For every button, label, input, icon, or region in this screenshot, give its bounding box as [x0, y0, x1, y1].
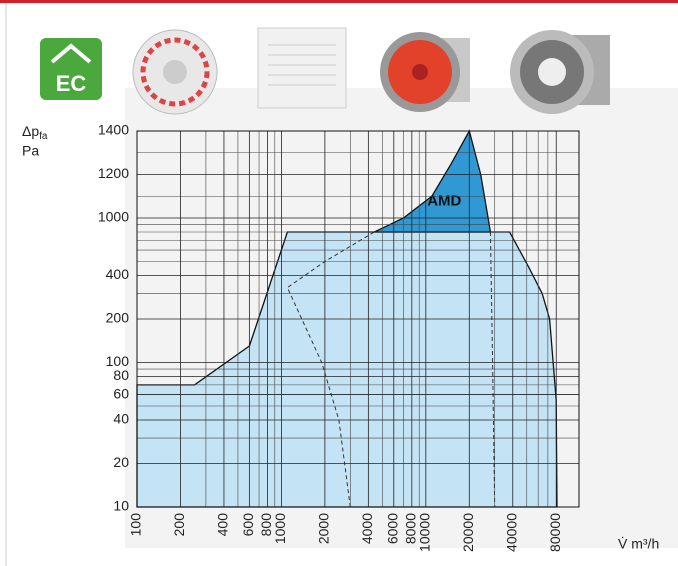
top-rule: [0, 0, 678, 3]
y-axis-label: Δpfa: [22, 123, 48, 142]
x-tick-label: 100: [128, 513, 144, 537]
y-tick-label: 10: [113, 498, 129, 514]
fan-icon: [538, 58, 566, 86]
y-tick-label: 80: [113, 367, 129, 383]
y-tick-label: 60: [113, 385, 129, 401]
y-tick-label: 1200: [98, 165, 129, 181]
x-tick-label: 200: [171, 513, 187, 537]
y-axis-subscript: fa: [39, 131, 48, 142]
x-tick-label: 8000: [403, 513, 419, 544]
x-tick-label: 10000: [417, 513, 433, 552]
y-tick-label: 200: [106, 310, 130, 326]
x-tick-label: 20000: [460, 513, 476, 552]
x-tick-label: 600: [240, 513, 256, 537]
y-tick-label: 1400: [98, 122, 129, 138]
ec-badge: EC: [40, 38, 102, 100]
dashed-curve: [286, 231, 375, 508]
y-tick-label: 1000: [98, 209, 129, 225]
y-axis-symbol: Δp: [22, 123, 39, 139]
y-tick-label: 100: [106, 353, 130, 369]
legend-label: AMD: [427, 192, 461, 209]
x-tick-label: 40000: [503, 513, 519, 552]
badge-roof: [50, 43, 92, 64]
fan-icon: [412, 64, 428, 80]
x-tick-label: 800: [258, 513, 274, 537]
fan-icon: [163, 60, 187, 84]
x-tick-label: 2000: [316, 513, 332, 544]
y-axis-unit: Pa: [22, 143, 39, 159]
fan-icon: [140, 37, 210, 107]
x-tick-label: 1000: [272, 513, 288, 544]
y-tick-label: 40: [113, 411, 129, 427]
badge-text: EC: [56, 71, 87, 96]
x-tick-label: 4000: [359, 513, 375, 544]
x-tick-label: 6000: [384, 513, 400, 544]
x-tick-label: 400: [215, 513, 231, 537]
y-tick-label: 20: [113, 454, 129, 470]
badge-box: [40, 38, 102, 100]
fan-icons: [132, 27, 610, 115]
x-tick-label: 80000: [547, 513, 563, 552]
plot-frame: [136, 130, 580, 508]
fan-icon: [268, 44, 336, 86]
y-tick-label: 400: [106, 266, 130, 282]
x-axis-label: V̇ m³/h: [618, 536, 659, 552]
fan-icon: [257, 27, 347, 109]
